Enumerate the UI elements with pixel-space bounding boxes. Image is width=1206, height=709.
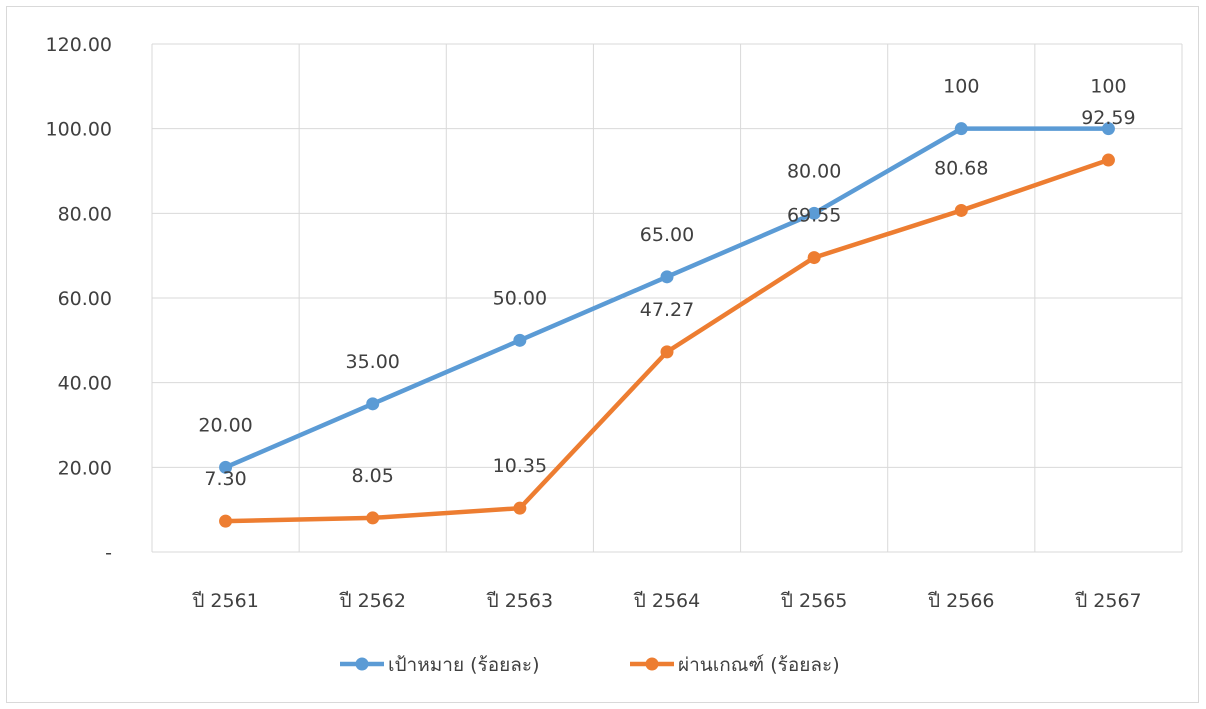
y-tick-label: 20.00 [58,457,112,479]
series-1-data-label: 20.00 [198,414,252,436]
series-2-data-label: 92.59 [1081,107,1135,129]
x-tick-label: ปี 2561 [192,590,259,612]
series-2-point [219,514,233,528]
series-1-point [513,333,527,347]
y-tick-label: 60.00 [58,288,112,310]
y-tick-label: 80.00 [58,203,112,225]
x-tick-label: ปี 2567 [1074,590,1141,612]
series-1-data-label: 65.00 [640,224,694,246]
x-tick-label: ปี 2564 [633,590,700,612]
series-1-data-label: 50.00 [493,287,547,309]
series-2-point [1101,153,1115,167]
y-tick-label: 40.00 [58,373,112,395]
series-2-data-label: 47.27 [640,299,694,321]
legend-label-2: ผ่านเกณฑ์ (ร้อยละ) [678,654,840,676]
series-1-point [954,122,968,136]
series-2-point [954,203,968,217]
series-1-data-label: 100 [943,76,979,98]
legend-marker-2 [645,657,659,671]
series-1-point [366,397,380,411]
series-2-point [513,501,527,515]
y-tick-label: - [105,542,112,564]
series-2-point [807,251,821,265]
legend-label-1: เป้าหมาย (ร้อยละ) [388,654,540,676]
series-2-data-label: 69.55 [787,205,841,227]
x-tick-label: ปี 2565 [780,590,847,612]
series-2-data-label: 8.05 [352,465,394,487]
legend-marker-1 [355,657,369,671]
x-tick-label: ปี 2563 [486,590,553,612]
series-1-point [807,206,821,220]
series-1-data-label: 80.00 [787,160,841,182]
series-2-data-label: 10.35 [493,455,547,477]
series-1-point [219,460,233,474]
series-2-point [366,511,380,525]
y-tick-label: 100.00 [46,119,112,141]
series-1-point [660,270,674,284]
y-tick-label: 120.00 [46,34,112,56]
series-2-point [660,345,674,359]
x-tick-label: ปี 2566 [927,590,994,612]
x-tick-label: ปี 2562 [339,590,406,612]
series-1-point [1101,122,1115,136]
series-1-data-label: 100 [1090,76,1126,98]
series-2-data-label: 80.68 [934,157,988,179]
chart-frame [6,6,1199,703]
series-2-data-label: 7.30 [204,468,246,490]
series-1-data-label: 35.00 [346,351,400,373]
